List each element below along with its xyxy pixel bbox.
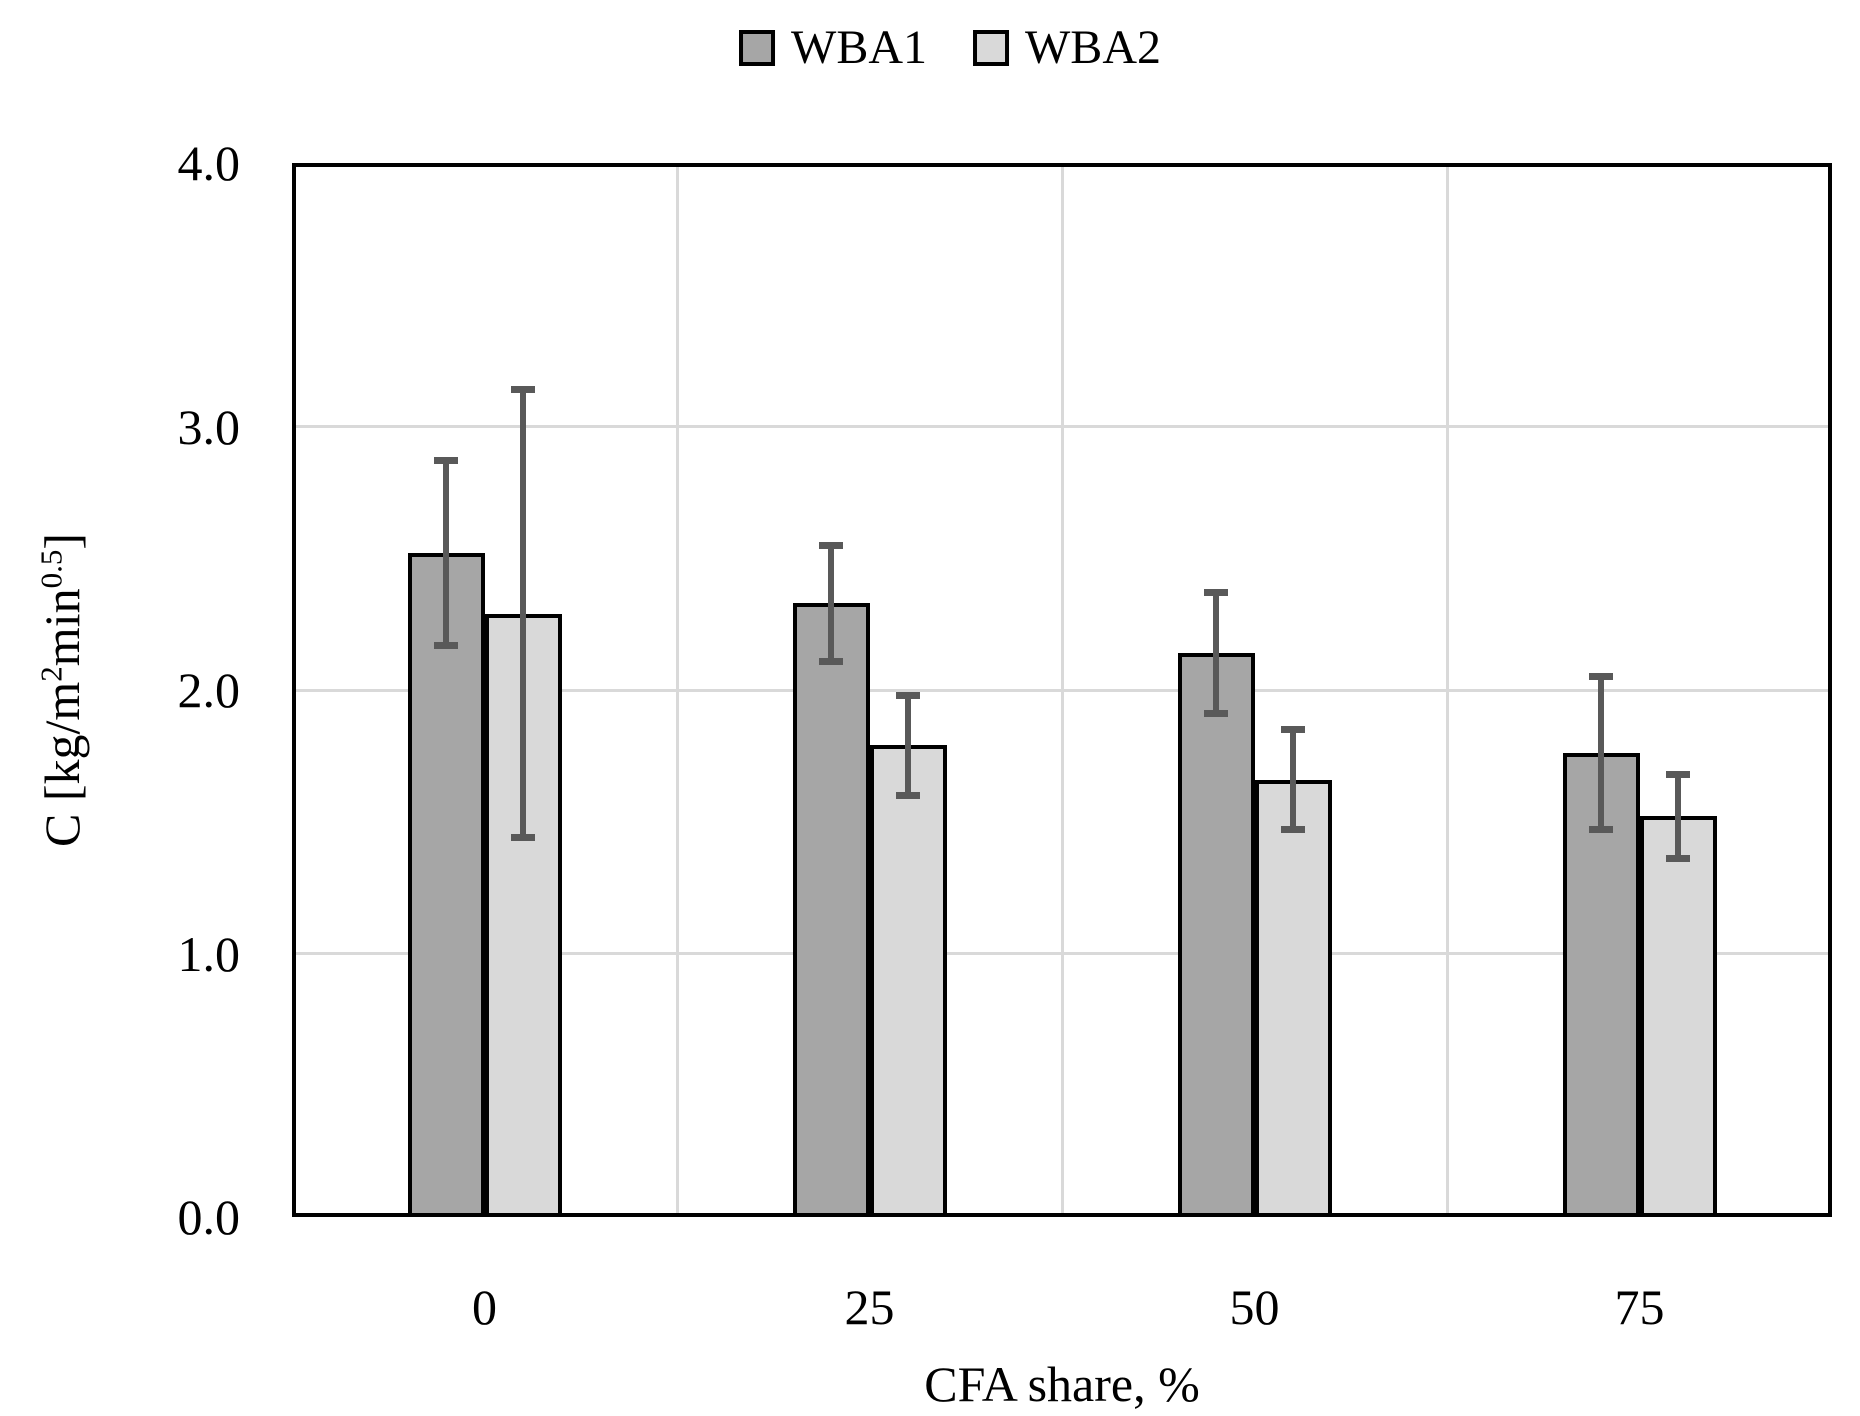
- bar-wba1-cfa25: [792, 603, 870, 1217]
- y-axis-title-part: min: [34, 588, 90, 667]
- error-cap-top-wba2-cfa25: [896, 691, 920, 699]
- legend-item-wba1: WBA1: [739, 24, 927, 72]
- legend-label-wba2: WBA2: [1025, 21, 1161, 74]
- x-tick-label-75: 75: [1614, 1279, 1665, 1335]
- y-axis-title-sup-2: 2: [33, 666, 69, 682]
- y-tick-label-3.0: 3.0: [177, 398, 241, 455]
- legend-swatch-wba1: [739, 30, 776, 66]
- bar-wba1-cfa0: [407, 552, 485, 1217]
- y-axis-title: C [kg/m2min0.5]: [33, 533, 90, 847]
- error-cap-top-wba2-cfa50: [1281, 726, 1305, 734]
- bar-wba2-cfa75: [1639, 816, 1717, 1217]
- gridline-vertical-1: [675, 163, 679, 1217]
- legend-swatch-wba2: [973, 30, 1009, 66]
- error-cap-top-wba2-cfa0: [511, 386, 535, 394]
- gridline-vertical-3: [1445, 163, 1449, 1217]
- error-cap-bottom-wba1-cfa25: [819, 657, 843, 665]
- bar-wba2-cfa25: [869, 745, 947, 1217]
- error-bar-wba2-cfa50: [1290, 729, 1296, 830]
- x-axis-title: CFA share, %: [924, 1356, 1200, 1412]
- error-bar-wba2-cfa0: [520, 389, 526, 838]
- error-cap-bottom-wba1-cfa0: [434, 641, 458, 649]
- error-cap-top-wba2-cfa75: [1666, 770, 1690, 778]
- bar-wba1-cfa50: [1177, 653, 1255, 1217]
- gridline-vertical-2: [1060, 163, 1064, 1217]
- x-tick-label-50: 50: [1229, 1279, 1280, 1335]
- error-cap-bottom-wba2-cfa75: [1666, 855, 1690, 863]
- error-cap-bottom-wba1-cfa50: [1204, 710, 1228, 718]
- legend: WBA1 WBA2: [739, 24, 1161, 72]
- y-tick-label-2.0: 2.0: [177, 662, 241, 718]
- error-cap-bottom-wba2-cfa0: [511, 834, 535, 842]
- y-tick-label-4.0: 4.0: [177, 135, 241, 191]
- error-cap-top-wba1-cfa50: [1204, 589, 1228, 596]
- plot-area: [292, 163, 1832, 1217]
- error-bar-wba1-cfa25: [828, 545, 834, 661]
- error-bar-wba1-cfa75: [1598, 676, 1604, 830]
- error-bar-wba1-cfa50: [1213, 592, 1219, 714]
- y-axis-title-sup-05: 0.5: [33, 549, 69, 589]
- error-cap-top-wba1-cfa25: [819, 541, 843, 549]
- y-axis-title-part: ]: [34, 533, 90, 550]
- y-axis-title-part: C [kg/m: [34, 681, 90, 847]
- x-tick-label-0: 0: [472, 1279, 497, 1335]
- error-cap-top-wba1-cfa75: [1589, 673, 1613, 681]
- error-cap-bottom-wba2-cfa50: [1281, 826, 1305, 834]
- legend-label-wba1: WBA1: [791, 21, 927, 74]
- bar-wba2-cfa50: [1254, 779, 1332, 1217]
- error-bar-wba1-cfa0: [443, 460, 449, 646]
- error-bar-wba2-cfa75: [1675, 774, 1681, 859]
- y-tick-label-1.0: 1.0: [177, 925, 241, 982]
- error-bar-wba2-cfa25: [905, 695, 911, 796]
- x-tick-label-25: 25: [844, 1279, 895, 1335]
- legend-item-wba2: WBA2: [973, 24, 1161, 72]
- error-cap-bottom-wba1-cfa75: [1589, 826, 1613, 834]
- error-cap-bottom-wba2-cfa25: [896, 791, 920, 799]
- error-cap-top-wba1-cfa0: [434, 457, 458, 465]
- y-tick-label-0.0: 0.0: [177, 1189, 241, 1245]
